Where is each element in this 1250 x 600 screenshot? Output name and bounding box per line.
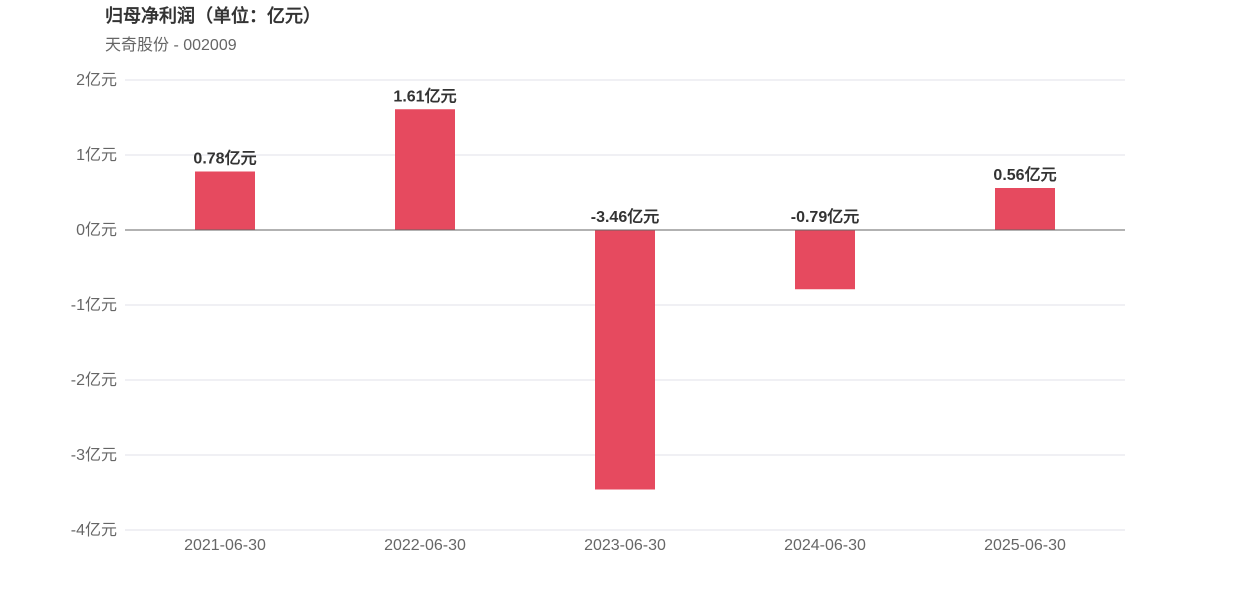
bars (195, 109, 1055, 490)
y-tick-label: -2亿元 (71, 371, 117, 389)
x-tick-label: 2021-06-30 (184, 537, 266, 554)
y-tick-label: -4亿元 (71, 521, 117, 539)
chart-subtitle: 天奇股份 - 002009 (105, 37, 237, 54)
bar (195, 171, 255, 230)
x-tick-label: 2024-06-30 (784, 537, 866, 554)
bar (595, 230, 655, 490)
data-label: 0.56亿元 (993, 165, 1056, 184)
data-labels: 0.78亿元 1.61亿元 -3.46亿元 -0.79亿元 0.56亿元 (193, 86, 1056, 226)
y-tick-label: -1亿元 (71, 296, 117, 314)
x-axis: 2021-06-30 2022-06-30 2023-06-30 2024-06-30… (184, 537, 1066, 554)
data-label: -3.46亿元 (591, 207, 659, 226)
y-axis: 2亿元 1亿元 0亿元 -1亿元 -2亿元 -3亿元 -4亿元 (71, 71, 117, 539)
bar (395, 109, 455, 230)
x-tick-label: 2022-06-30 (384, 537, 466, 554)
chart-title: 归母净利润（单位：亿元） (105, 6, 321, 26)
bar (795, 230, 855, 290)
y-tick-label: 0亿元 (76, 221, 117, 239)
data-label: 1.61亿元 (393, 86, 456, 105)
data-label: 0.78亿元 (193, 149, 256, 168)
x-tick-label: 2023-06-30 (584, 537, 666, 554)
y-tick-label: 2亿元 (76, 71, 117, 89)
grid-layer (125, 79, 1125, 531)
y-tick-label: -3亿元 (71, 446, 117, 464)
y-tick-label: 1亿元 (76, 146, 117, 164)
data-label: -0.79亿元 (791, 207, 859, 226)
bar (995, 188, 1055, 230)
x-tick-label: 2025-06-30 (984, 537, 1066, 554)
